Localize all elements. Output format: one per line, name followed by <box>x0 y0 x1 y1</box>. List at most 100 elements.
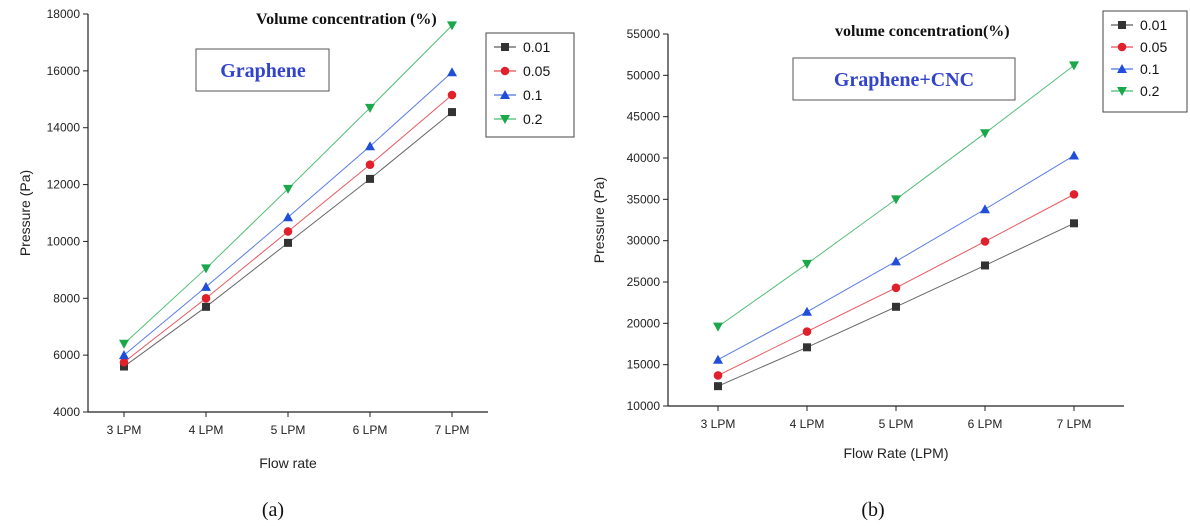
data-point <box>119 350 129 360</box>
data-point <box>447 67 457 77</box>
data-point <box>980 129 990 139</box>
legend-box <box>1102 10 1188 113</box>
legend-title: volume concentration(%) <box>835 23 1010 40</box>
x-tick-label: 6 LPM <box>968 417 1003 431</box>
y-tick-label: 6000 <box>53 348 80 362</box>
x-tick-label: 5 LPM <box>879 417 914 431</box>
series-0.05 <box>713 190 1079 380</box>
y-tick-label: 12000 <box>47 178 81 192</box>
legend-entry: 0.01 <box>523 39 550 55</box>
data-point <box>802 306 812 316</box>
data-point <box>980 237 990 246</box>
data-point <box>1069 61 1079 71</box>
data-point <box>365 103 375 113</box>
y-axis-title: Pressure (Pa) <box>17 170 33 256</box>
x-tick-label: 3 LPM <box>107 423 142 437</box>
x-tick-label: 6 LPM <box>353 423 388 437</box>
y-tick-label: 4000 <box>53 405 80 419</box>
data-point <box>201 293 211 303</box>
x-tick-label: 7 LPM <box>1057 417 1092 431</box>
legend-box <box>485 32 575 138</box>
legend-marker <box>1117 42 1127 52</box>
y-tick-label: 35000 <box>627 192 661 206</box>
x-tick-label: 3 LPM <box>701 417 736 431</box>
legend-marker <box>501 43 509 51</box>
x-tick-label: 4 LPM <box>790 417 825 431</box>
legend-entry: 0.01 <box>1140 17 1167 33</box>
data-point <box>201 264 211 274</box>
y-tick-label: 14000 <box>47 121 81 135</box>
y-tick-label: 15000 <box>627 358 661 372</box>
data-point <box>365 141 375 151</box>
data-point <box>713 371 723 380</box>
y-tick-label: 16000 <box>47 64 81 78</box>
data-point <box>1070 219 1078 228</box>
legend: 0.01 0.05 0.1 0.2 <box>485 32 575 138</box>
chart-label-box <box>195 48 330 92</box>
data-point <box>119 357 129 367</box>
legend-marker <box>500 90 510 99</box>
data-point <box>802 327 812 336</box>
data-point <box>448 108 456 117</box>
data-point <box>284 238 292 247</box>
y-tick-label: 8000 <box>53 291 80 305</box>
x-axis-title: Flow Rate (LPM) <box>843 445 948 461</box>
y-tick-label: 30000 <box>627 234 661 248</box>
y-tick-label: 45000 <box>627 110 661 124</box>
chart-b: 10000 15000 20000 25000 30000 35000 40000 45000… <box>591 10 1188 521</box>
panel-caption: (a) <box>262 499 284 521</box>
data-point <box>891 283 901 293</box>
data-point <box>1069 190 1079 199</box>
legend-marker <box>1117 64 1127 73</box>
data-point <box>980 204 990 214</box>
data-point <box>366 174 374 183</box>
legend-marker <box>500 66 510 76</box>
y-tick-label: 18000 <box>47 7 81 21</box>
data-point <box>891 256 901 266</box>
series-0.2 <box>119 21 457 349</box>
legend: 0.01 0.05 0.1 0.2 <box>1102 10 1188 113</box>
series-0.2 <box>713 61 1079 332</box>
data-point <box>892 302 900 311</box>
series-0.1 <box>713 150 1079 364</box>
legend-marker <box>1117 87 1127 96</box>
data-point <box>365 160 375 169</box>
y-tick-label: 25000 <box>627 275 661 289</box>
y-axis-title: Pressure (Pa) <box>591 177 607 263</box>
data-point <box>283 184 293 194</box>
data-point <box>283 212 293 222</box>
data-point <box>713 354 723 364</box>
legend-marker <box>1118 21 1126 29</box>
data-point <box>447 90 457 100</box>
chart-label: Graphene <box>220 60 306 82</box>
y-tick-label: 40000 <box>627 151 661 165</box>
x-tick-label: 7 LPM <box>435 423 470 437</box>
data-point <box>891 195 901 205</box>
data-point <box>447 21 457 31</box>
y-tick-label: 55000 <box>627 27 661 41</box>
legend-entry: 0.05 <box>1140 39 1167 55</box>
legend-entry: 0.05 <box>523 63 550 79</box>
series-0.01 <box>120 108 456 371</box>
data-point <box>119 339 129 349</box>
legend-marker <box>500 115 510 124</box>
legend-entry: 0.2 <box>1140 83 1160 99</box>
data-point <box>201 281 211 291</box>
x-axis-title: Flow rate <box>259 455 317 471</box>
data-point <box>283 227 293 236</box>
chart-label-box <box>792 57 1016 101</box>
chart-a: 4000 6000 8000 10000 12000 14000 16000 18000 3 L… <box>17 7 575 521</box>
data-point <box>202 302 210 311</box>
series-0.01 <box>714 219 1078 391</box>
data-point <box>981 261 989 270</box>
data-point <box>803 343 811 352</box>
x-tick-label: 5 LPM <box>271 423 306 437</box>
chart-label: Graphene+CNC <box>834 69 974 91</box>
y-tick-label: 20000 <box>627 316 661 330</box>
legend-entry: 0.1 <box>1140 61 1160 77</box>
series-0.05 <box>119 90 457 367</box>
data-point <box>802 259 812 269</box>
panel-caption: (b) <box>861 499 884 521</box>
data-point <box>713 322 723 332</box>
data-point <box>714 382 722 391</box>
